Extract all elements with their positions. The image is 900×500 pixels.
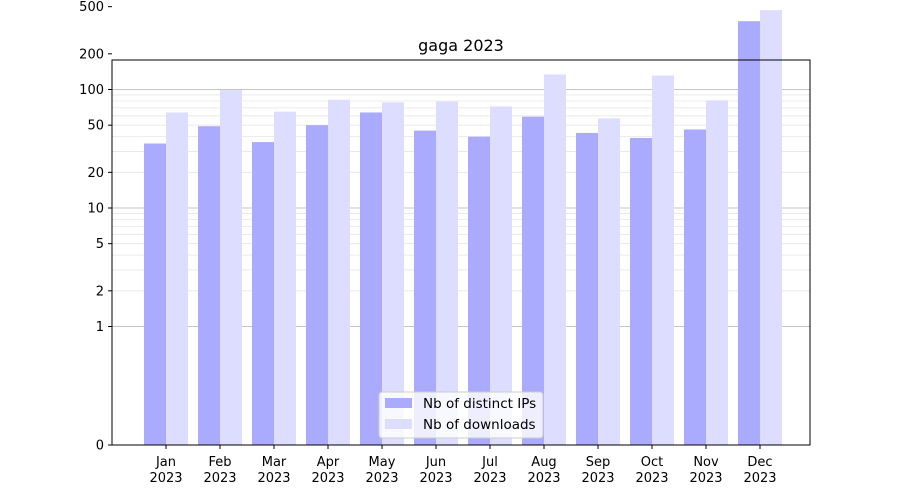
- y-tick-label: 50: [87, 119, 104, 134]
- bar-downloads-mar: [274, 111, 296, 445]
- y-tick-label: 2: [96, 284, 104, 299]
- x-tick-label-year: 2023: [743, 471, 776, 486]
- y-tick-label: 1: [96, 320, 104, 335]
- bar-distinct-ips-mar: [252, 142, 274, 445]
- y-tick-label: 200: [79, 47, 104, 62]
- x-tick-label-year: 2023: [473, 471, 506, 486]
- bar-downloads-jun: [436, 101, 458, 445]
- legend-label-distinct-ips: Nb of distinct IPs: [423, 396, 536, 412]
- y-tick-label: 5: [96, 237, 104, 252]
- x-tick-label-year: 2023: [149, 471, 182, 486]
- x-tick-label-month: Aug: [531, 455, 556, 470]
- y-tick-label: 10: [87, 202, 104, 217]
- bar-downloads-dec: [760, 10, 782, 446]
- bar-distinct-ips-jan: [144, 143, 166, 445]
- legend-swatch-distinct-ips: [385, 398, 412, 408]
- x-tick-label-month: Jun: [425, 455, 446, 470]
- bar-downloads-may: [382, 102, 404, 445]
- x-tick-label-month: Apr: [317, 455, 340, 470]
- x-tick-label-month: Nov: [693, 455, 719, 470]
- bar-downloads-aug: [544, 74, 566, 445]
- bar-distinct-ips-aug: [522, 116, 544, 445]
- bar-distinct-ips-jul: [468, 136, 490, 445]
- bar-distinct-ips-sep: [576, 132, 598, 445]
- x-tick-label-month: Jul: [481, 455, 498, 470]
- bar-distinct-ips-dec: [738, 21, 760, 445]
- x-tick-label-year: 2023: [689, 471, 722, 486]
- y-axis: 01251020501002005001000: [79, 0, 112, 454]
- bar-downloads-sep: [598, 118, 620, 445]
- x-tick-label-month: Mar: [262, 455, 287, 470]
- bars: [144, 10, 782, 446]
- bar-downloads-feb: [220, 90, 242, 446]
- x-tick-label-year: 2023: [257, 471, 290, 486]
- y-tick-label: 500: [79, 0, 104, 15]
- x-tick-label-year: 2023: [581, 471, 614, 486]
- x-tick-label-year: 2023: [311, 471, 344, 486]
- legend-swatch-downloads: [385, 419, 412, 429]
- bar-distinct-ips-apr: [306, 125, 328, 445]
- bar-distinct-ips-nov: [684, 129, 706, 445]
- chart-title: gaga 2023: [418, 36, 504, 55]
- x-tick-label-year: 2023: [203, 471, 236, 486]
- legend-frame: [378, 391, 544, 439]
- y-tick-label: 0: [96, 439, 104, 454]
- x-axis: Jan2023Feb2023Mar2023Apr2023May2023Jun20…: [149, 445, 777, 486]
- x-tick-label-month: Sep: [586, 455, 611, 470]
- x-tick-label-month: Dec: [747, 455, 772, 470]
- bar-downloads-oct: [652, 75, 674, 446]
- bar-downloads-jul: [490, 106, 512, 445]
- x-tick-label-month: Jan: [155, 455, 176, 470]
- x-tick-label-year: 2023: [635, 471, 668, 486]
- bar-downloads-jan: [166, 112, 188, 445]
- bar-distinct-ips-jun: [414, 130, 436, 446]
- y-tick-label: 20: [87, 166, 104, 181]
- plot-frame: [111, 59, 811, 446]
- x-tick-label-year: 2023: [365, 471, 398, 486]
- x-tick-label-year: 2023: [419, 471, 452, 486]
- bar-downloads-nov: [706, 100, 728, 445]
- bar-distinct-ips-feb: [198, 126, 220, 445]
- x-tick-label-month: Feb: [208, 455, 231, 470]
- x-tick-label-year: 2023: [527, 471, 560, 486]
- x-tick-label-month: Oct: [641, 455, 663, 470]
- bar-distinct-ips-may: [360, 112, 382, 445]
- legend-label-downloads: Nb of downloads: [423, 417, 536, 433]
- x-tick-label-month: May: [369, 455, 396, 470]
- bar-distinct-ips-oct: [630, 137, 652, 445]
- legend: Nb of distinct IPs Nb of downloads: [378, 391, 544, 439]
- bar-downloads-apr: [328, 99, 350, 445]
- y-tick-label: 100: [79, 83, 104, 98]
